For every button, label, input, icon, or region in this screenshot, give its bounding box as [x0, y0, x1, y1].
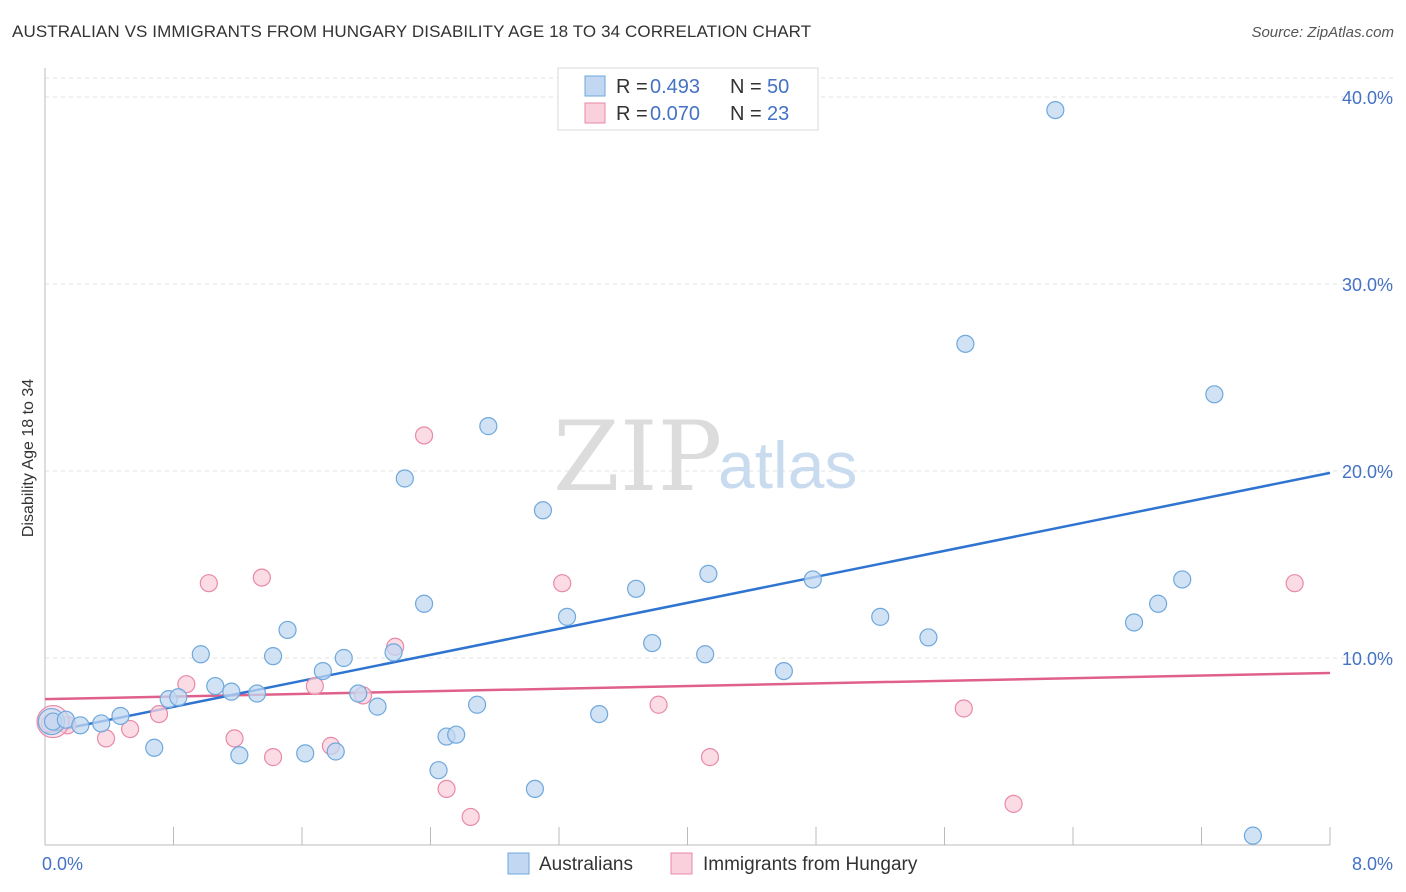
point-australians-42 [1046, 100, 1065, 120]
point-australians-45 [1173, 570, 1192, 589]
point-hungary-17 [553, 574, 572, 593]
point-australians-34 [643, 633, 662, 653]
point-australians-3 [92, 714, 111, 733]
point-australians-9 [206, 676, 225, 696]
point-hungary-4 [149, 704, 169, 724]
gridlines [45, 77, 1393, 659]
point-australians-27 [467, 695, 487, 714]
point-australians-11 [230, 746, 249, 765]
point-australians-7 [169, 688, 188, 707]
point-australians-5 [145, 738, 164, 757]
point-australians-2 [71, 716, 90, 735]
point-australians-37 [774, 661, 793, 681]
point-hungary-14 [414, 426, 434, 445]
bottom-legend-swatch-hungary [670, 852, 693, 875]
point-hungary-20 [954, 699, 973, 718]
point-australians-13 [263, 647, 283, 666]
point-australians-36 [699, 564, 718, 583]
y-tick-label-20: 20.0% [1342, 462, 1393, 482]
point-australians-38 [803, 570, 822, 589]
point-australians-32 [590, 704, 609, 724]
legend-r-value-1: 0.493 [650, 76, 700, 98]
point-hungary-16 [461, 807, 480, 827]
point-hungary-21 [1004, 794, 1023, 813]
point-australians-28 [479, 417, 498, 436]
y-tick-labels: 10.0% 20.0% 30.0% 40.0% [1342, 88, 1393, 669]
point-australians-46 [1205, 385, 1224, 404]
point-hungary-3 [121, 719, 140, 739]
legend-n-value-1: 50 [767, 76, 789, 98]
chart-source: Source: ZipAtlas.com [1251, 24, 1394, 41]
point-hungary-18 [649, 695, 668, 714]
legend-r-label-1: R = [616, 76, 648, 98]
point-australians-17 [326, 742, 345, 761]
x-tick-label-max: 8.0% [1352, 854, 1393, 874]
y-tick-label-40: 40.0% [1342, 88, 1393, 108]
y-tick-label-30: 30.0% [1342, 275, 1393, 295]
point-australians-15 [296, 744, 315, 763]
bottom-legend: Australians Immigrants from Hungary [507, 852, 918, 875]
point-australians-30 [525, 779, 545, 799]
legend-r-value-2: 0.070 [650, 103, 700, 125]
watermark: ZIP atlas [553, 401, 857, 513]
point-australians-41 [956, 334, 975, 353]
point-australians-8 [191, 645, 210, 664]
point-hungary-8 [252, 568, 271, 587]
point-hungary-19 [700, 748, 720, 767]
y-tick-label-10: 10.0% [1342, 649, 1393, 669]
bottom-legend-label-australians: Australians [539, 854, 633, 875]
point-australians-14 [278, 620, 297, 640]
legend-swatch-hungary [584, 102, 606, 124]
point-australians-40 [919, 628, 938, 647]
point-australians-16 [313, 661, 332, 681]
point-hungary-10 [305, 676, 324, 696]
point-australians-20 [368, 697, 387, 716]
point-australians-26 [447, 725, 466, 744]
point-australians-18 [334, 648, 353, 668]
legend-n-label-2: N = [730, 103, 762, 125]
point-hungary-9 [263, 748, 283, 767]
point-australians-47 [1243, 826, 1263, 845]
legend-n-label-1: N = [730, 76, 762, 98]
point-hungary-22 [1285, 574, 1304, 593]
point-australians-33 [626, 579, 646, 598]
bottom-legend-label-hungary: Immigrants from Hungary [703, 854, 918, 875]
point-australians-39 [871, 607, 890, 626]
point-australians-31 [557, 607, 577, 626]
point-australians-24 [429, 761, 448, 780]
point-australians-29 [533, 501, 553, 520]
point-australians-21 [384, 643, 403, 662]
legend-n-value-2: 23 [767, 103, 789, 125]
point-hungary-7 [225, 729, 244, 748]
point-australians-44 [1149, 594, 1168, 613]
bottom-legend-swatch-australians [507, 852, 530, 875]
x-tick-label-min: 0.0% [42, 854, 83, 874]
y-axis-label: Disability Age 18 to 34 [20, 379, 37, 537]
points-australians [37, 100, 1263, 845]
point-australians-19 [349, 684, 368, 703]
point-australians-35 [696, 645, 715, 664]
legend-swatch-australians [584, 75, 606, 97]
point-hungary-15 [437, 779, 456, 799]
point-hungary-5 [177, 675, 196, 694]
point-australians-43 [1124, 613, 1144, 632]
watermark-atlas: atlas [718, 428, 857, 502]
point-hungary-6 [199, 574, 218, 593]
point-australians-22 [395, 469, 414, 488]
point-australians-10 [222, 682, 241, 701]
point-australians-4 [111, 706, 130, 726]
watermark-zip: ZIP [553, 401, 722, 513]
point-australians-23 [414, 594, 434, 613]
point-australians-12 [247, 684, 267, 703]
legend: R = 0.493 N = 50 R = 0.070 N = 23 [557, 67, 819, 131]
legend-r-label-2: R = [616, 103, 648, 125]
chart-title: AUSTRALIAN VS IMMIGRANTS FROM HUNGARY DI… [12, 22, 812, 41]
